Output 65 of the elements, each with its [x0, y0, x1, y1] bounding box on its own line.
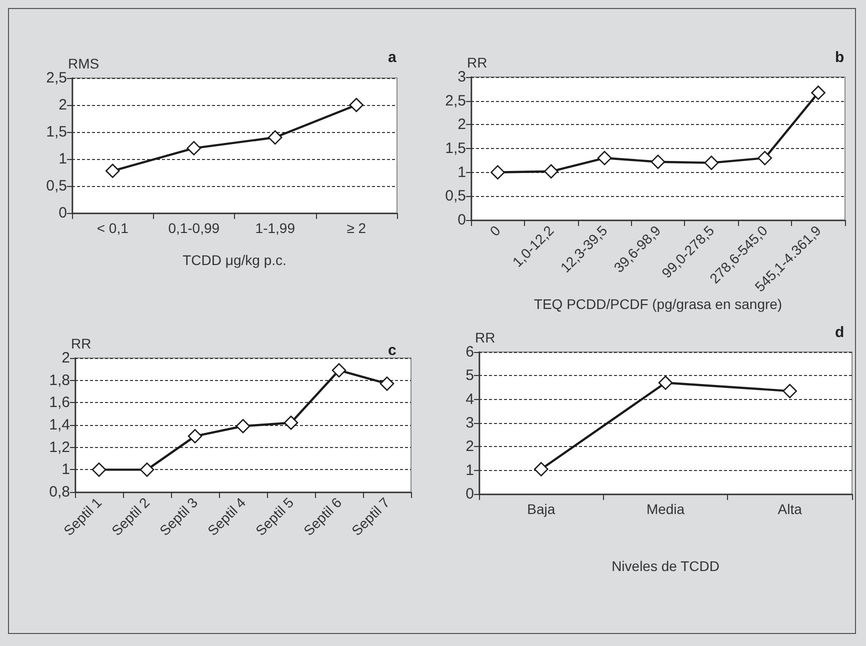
y-tick-label: 0,5 — [46, 178, 67, 194]
point — [650, 154, 666, 169]
x-tick-label: Baja — [527, 501, 556, 517]
y-tick-label: 3 — [466, 414, 474, 432]
y-tick-label: 5 — [466, 367, 474, 384]
y-tick-label: 2 — [62, 350, 70, 366]
y-tick-label: 1,8 — [49, 372, 70, 389]
point — [268, 130, 282, 145]
x-tick-label: Alta — [778, 501, 802, 517]
y-tick-label: 0 — [58, 204, 67, 222]
point — [380, 376, 394, 391]
y-axis-title: RMS — [68, 56, 100, 72]
point — [811, 86, 826, 100]
y-axis-title: RR — [475, 330, 496, 346]
point — [188, 429, 202, 444]
point — [236, 418, 250, 434]
point — [597, 150, 612, 166]
y-tick-label: 1,5 — [46, 124, 67, 140]
y-tick-label: 1,6 — [49, 394, 70, 412]
y-tick-label: 2 — [466, 438, 474, 456]
chart-title: b — [835, 49, 844, 66]
point — [105, 164, 120, 178]
y-tick-label: 4 — [466, 390, 474, 408]
y-tick-label: 1 — [458, 164, 466, 181]
x-tick-label: < 0,1 — [96, 220, 129, 236]
y-axis-title: RR — [467, 54, 488, 71]
y-tick-label: 1 — [62, 461, 70, 478]
y-tick-label: 2 — [458, 116, 466, 134]
point — [544, 164, 558, 179]
x-tick-label: Media — [646, 501, 685, 517]
point — [758, 150, 772, 166]
point — [332, 363, 346, 378]
point — [284, 416, 298, 430]
y-tick-label: 2 — [58, 96, 67, 114]
x-tick-label: 0 — [486, 222, 504, 240]
y-tick-label: 2,5 — [445, 92, 466, 110]
point — [349, 98, 364, 112]
y-tick-label: 3 — [458, 68, 466, 86]
chart-title: a — [388, 49, 397, 66]
point — [92, 462, 106, 477]
y-tick-label: 1,2 — [49, 438, 70, 456]
x-tick-label: ≥ 2 — [346, 220, 366, 236]
y-tick-label: 1,5 — [445, 140, 466, 157]
y-tick-label: 2,5 — [46, 70, 67, 86]
x-tick-label: 0,1-0,99 — [168, 220, 220, 236]
point — [534, 462, 548, 476]
x-tick-label: 1-1,99 — [255, 220, 296, 236]
point — [658, 376, 673, 390]
point — [490, 165, 505, 180]
y-tick-label: 6 — [466, 344, 474, 360]
point — [140, 462, 154, 477]
x-axis-title: TCDD μg/kg p.c. — [182, 252, 286, 268]
y-tick-label: 1 — [58, 150, 67, 168]
x-axis-title: TEQ PCDD/PCDF (pg/grasa en sangre) — [534, 296, 782, 312]
y-axis-title: RR — [71, 336, 92, 352]
point — [186, 141, 202, 156]
chart-title: c — [388, 342, 396, 359]
y-tick-label: 1 — [466, 462, 474, 479]
chart-title: d — [835, 324, 844, 341]
y-tick-label: 0,5 — [445, 188, 466, 205]
x-axis-title: Niveles de TCDD — [612, 558, 720, 574]
point — [704, 156, 719, 170]
point — [782, 384, 797, 398]
y-tick-label: 1,4 — [49, 416, 70, 434]
y-tick-label: 0,8 — [49, 484, 70, 500]
